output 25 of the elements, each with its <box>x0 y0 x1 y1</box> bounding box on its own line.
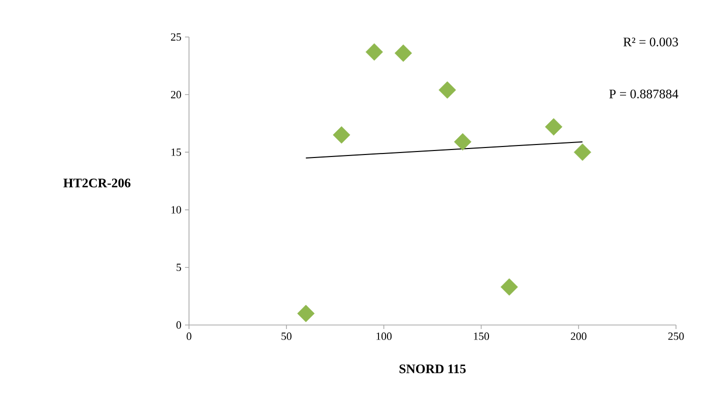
x-tick-label: 50 <box>282 332 292 340</box>
x-tick-label: 150 <box>474 332 490 340</box>
point <box>454 133 472 151</box>
x-axis-title: SNORD 115 <box>400 364 466 374</box>
annotation: P = 0.887884 <box>609 90 678 98</box>
point <box>366 43 383 61</box>
y-tick-label: 10 <box>171 206 182 214</box>
point <box>438 81 456 99</box>
annotation: R² = 0.003 <box>623 38 678 46</box>
x-tick-label: 200 <box>570 332 586 340</box>
point <box>544 118 562 136</box>
point <box>297 304 315 322</box>
x-tick-label: 0 <box>186 332 192 340</box>
point <box>574 144 592 161</box>
y-axis-title: HT2CR-206 <box>63 178 130 188</box>
x-tick-label: 250 <box>668 332 684 340</box>
point <box>332 126 350 144</box>
y-tick-label: 25 <box>171 33 182 41</box>
x-tick-label: 100 <box>376 332 392 340</box>
point <box>500 278 518 296</box>
point <box>394 44 412 62</box>
y-tick-label: 15 <box>171 148 182 156</box>
y-tick-label: 0 <box>176 321 182 329</box>
y-tick-label: 5 <box>176 264 182 272</box>
y-tick-label: 20 <box>171 90 182 98</box>
